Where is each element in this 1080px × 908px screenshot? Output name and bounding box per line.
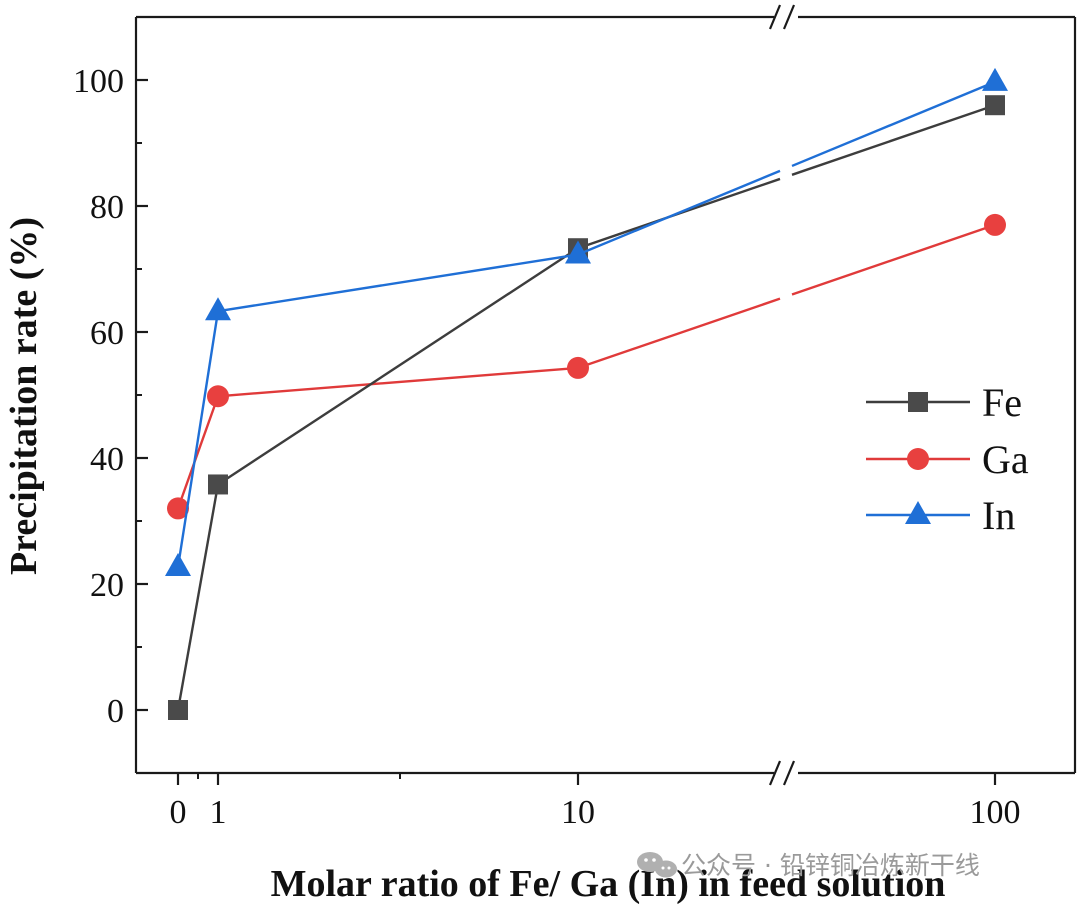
series-ga-line [176,395,220,509]
series-ga-point [984,213,1006,236]
wechat-icon [637,852,677,878]
series-in-line [176,311,220,568]
series-ga-point [167,497,189,520]
series-in [165,67,1008,576]
series-group [165,67,1008,720]
x-tick-label: 1 [210,794,227,831]
series-ga-line [217,366,579,398]
series-fe-point [985,95,1005,116]
series-ga-point [567,356,589,379]
series-fe-point [168,700,188,720]
y-tick-label: 60 [90,315,124,352]
series-in-point [982,67,1008,91]
series-in-line [577,169,781,256]
legend-fe-label: Fe [982,380,1022,425]
series-in-point [565,240,591,264]
series-fe-line [176,484,220,711]
watermark-text: 公众号 · 铅锌铜冶炼新干线 [681,851,980,880]
y-tick-label: 20 [90,567,124,604]
bottom-axis-break-mark [768,760,782,786]
legend-item-in: In [866,493,1015,538]
plot-frame [134,4,1077,786]
x-axis-title: Molar ratio of Fe/ Ga (In) in feed solut… [271,863,946,905]
y-tick-label: 80 [90,189,124,226]
series-in-point [205,297,231,321]
y-tick-label: 0 [107,693,124,730]
y-tick-label: 100 [73,63,124,100]
y-tick-label: 40 [90,441,124,478]
x-tick-label: 100 [970,794,1021,831]
legend-item-fe: Fe [866,380,1022,425]
top-axis-break-mark [768,4,782,30]
series-in-line [791,80,996,168]
series-fe-point [208,474,228,495]
legend-in-marker [905,501,931,524]
legend: Fe Ga In [866,380,1029,538]
bottom-axis-break-mark [782,760,796,786]
legend-in-label: In [982,493,1015,538]
watermark: 公众号 · 铅锌铜冶炼新干线 [637,851,980,880]
top-axis-break-mark [782,4,796,30]
legend-ga-label: Ga [982,437,1029,482]
legend-ga-marker [907,448,929,470]
series-ga-point [207,385,229,408]
series-in-point [165,552,191,576]
series-in-line [217,253,579,313]
series-fe [168,95,1005,720]
series-fe-line [791,104,996,176]
y-axis-title: Precipitation rate (%) [3,217,45,575]
y-axis: 0 20 40 60 80 100 [73,63,148,730]
series-ga-line [791,223,996,296]
x-axis: 0 1 10 100 [170,773,1021,831]
legend-fe-marker [908,392,928,412]
x-tick-label: 0 [170,794,187,831]
series-fe-line [217,247,579,486]
x-tick-label: 10 [561,794,595,831]
legend-item-ga: Ga [866,437,1029,482]
series-ga-line [577,297,781,370]
series-ga [167,213,1006,520]
